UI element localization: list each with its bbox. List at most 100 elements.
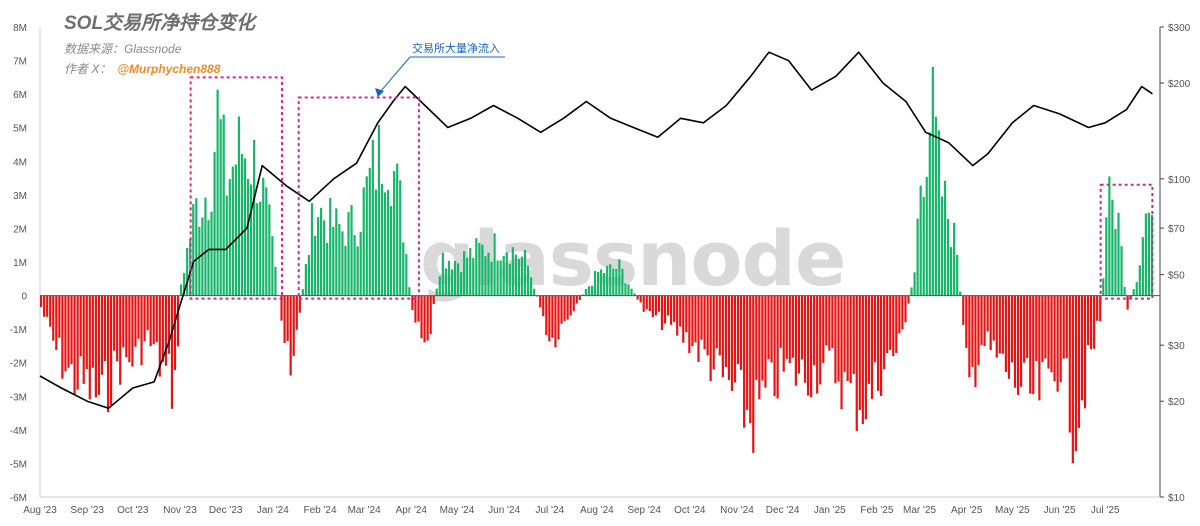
inflow-bar [250, 184, 253, 296]
x-tick-label: Apr '25 [951, 505, 983, 516]
outflow-bar [1044, 295, 1047, 359]
inflow-bar [371, 139, 374, 296]
outflow-bar [651, 295, 654, 318]
inflow-bar [1105, 217, 1108, 296]
x-tick-label: Oct '23 [117, 505, 149, 516]
outflow-bar [849, 295, 852, 384]
inflow-bar [225, 195, 228, 296]
inflow-bar [180, 284, 183, 296]
outflow-bar [846, 295, 849, 382]
outflow-bar [52, 295, 55, 341]
inflow-bar [307, 255, 311, 296]
outflow-bar [983, 295, 986, 347]
outflow-bar [660, 295, 664, 331]
inflow-bar [499, 260, 502, 296]
outflow-bar [578, 295, 581, 301]
inflow-bar [402, 242, 405, 296]
outflow-bar [870, 295, 874, 399]
outflow-bar [292, 295, 295, 356]
outflow-bar [730, 295, 734, 391]
inflow-bar [526, 265, 530, 296]
inflow-bar [463, 251, 466, 296]
right-tick-label: $100 [1168, 175, 1191, 186]
outflow-bar [88, 295, 91, 400]
inflow-bar [456, 263, 460, 296]
right-tick-label: $70 [1168, 224, 1185, 235]
outflow-bar [794, 295, 797, 386]
outflow-bar [560, 295, 563, 324]
outflow-bar [816, 295, 819, 394]
inflow-bar [1138, 265, 1141, 296]
inflow-bar [517, 258, 521, 296]
outflow-bar [295, 295, 298, 330]
inflow-bar [374, 189, 377, 296]
inflow-bar [1147, 212, 1151, 296]
outflow-bar [73, 295, 76, 395]
outflow-bar [697, 295, 700, 362]
inflow-bar [320, 207, 323, 296]
inflow-bar [590, 285, 594, 296]
outflow-bar [752, 295, 755, 453]
inflow-bar [922, 196, 925, 296]
inflow-bar [396, 163, 399, 296]
outflow-bar [962, 295, 965, 325]
inflow-bar [925, 176, 928, 296]
x-tick-label: May '25 [995, 505, 1030, 516]
outflow-bar [575, 295, 578, 304]
outflow-bar [803, 295, 807, 383]
outflow-bar [998, 295, 1001, 354]
author-note: 作者 X： @Murphychen888 [64, 60, 220, 77]
right-tick-label: $30 [1168, 341, 1185, 352]
outflow-bar [1074, 295, 1077, 452]
inflow-bar [1111, 199, 1114, 296]
inflow-bar [934, 116, 937, 296]
outflow-bar [1007, 295, 1011, 379]
inflow-bar [919, 185, 922, 296]
x-tick-label: Sep '23 [70, 505, 104, 516]
inflow-bar [505, 252, 508, 296]
inflow-bar [530, 277, 533, 296]
inflow-bar [466, 257, 469, 296]
source-note: 数据来源：Glassnode [64, 42, 182, 56]
outflow-bar [116, 295, 119, 362]
inflow-bar [234, 164, 237, 296]
outflow-bar [572, 295, 575, 312]
outflow-bar [645, 295, 648, 310]
outflow-bar [810, 295, 813, 398]
outflow-bar [1090, 295, 1093, 350]
price-line [39, 51, 1153, 410]
left-tick-label: 7M [13, 57, 27, 68]
outflow-bar [873, 295, 877, 363]
x-tick-label: Dec '23 [209, 505, 243, 516]
left-tick-label: 5M [13, 124, 27, 135]
inflow-bar [341, 231, 344, 296]
outflow-bar [1056, 295, 1059, 392]
left-tick-label: 0 [21, 292, 27, 303]
inflow-bar [219, 119, 222, 296]
outflow-bar [864, 295, 867, 420]
outflow-bar [694, 295, 697, 343]
inflow-bar [481, 244, 484, 296]
outflow-bar [898, 295, 901, 334]
annotation-arrow-line [379, 56, 411, 93]
inflow-bar [201, 217, 204, 296]
inflow-bar [1117, 212, 1120, 296]
outflow-bar [749, 295, 752, 424]
inflow-bar [910, 287, 913, 296]
inflow-bar [615, 268, 618, 296]
inflow-bar [192, 204, 195, 296]
outflow-bar [834, 295, 837, 384]
outflow-bar [411, 295, 414, 311]
outflow-bar [706, 295, 709, 356]
outflow-bar [94, 295, 97, 398]
inflow-bar [323, 220, 326, 296]
outflow-bar [822, 295, 825, 363]
outflow-bar [1004, 295, 1007, 372]
outflow-bar [965, 295, 968, 348]
outflow-bar [800, 295, 804, 360]
outflow-bar [122, 295, 125, 348]
left-tick-label: 4M [13, 157, 27, 168]
inflow-bar [332, 226, 335, 296]
inflow-bar [508, 263, 511, 296]
